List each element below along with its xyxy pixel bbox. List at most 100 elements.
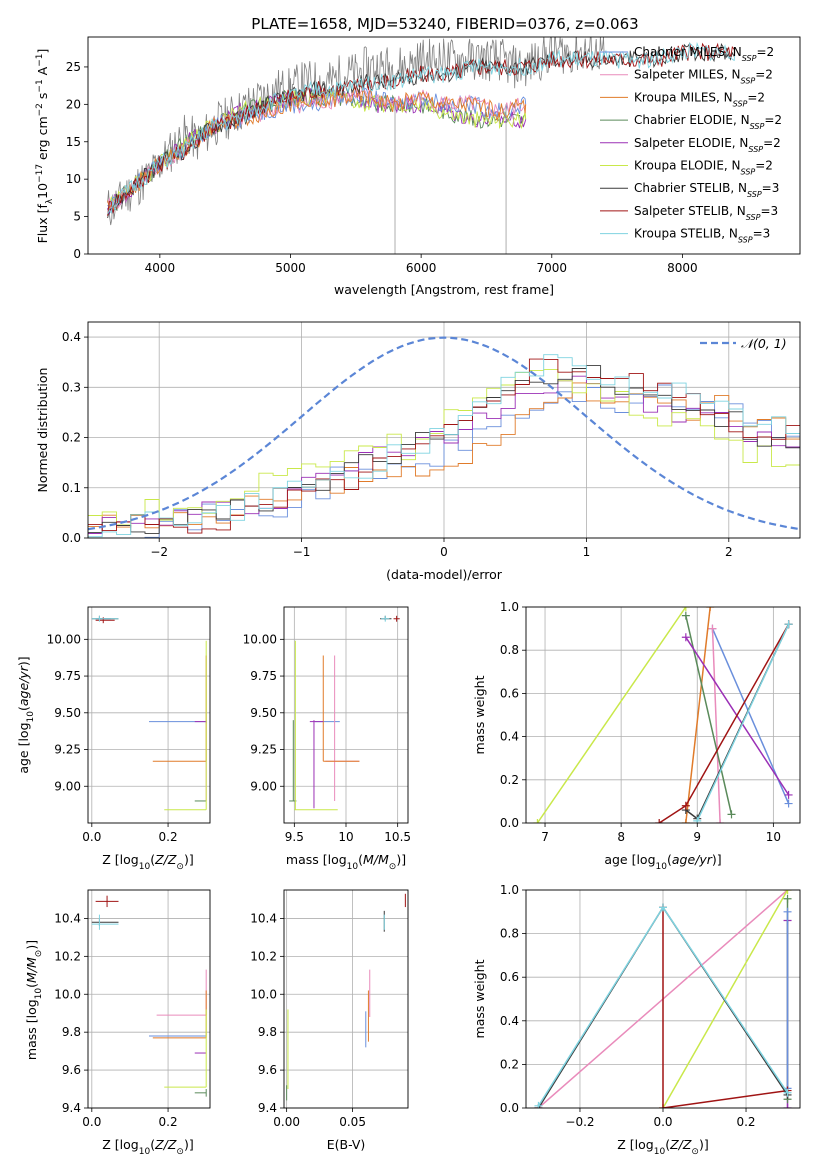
- panels: 4000 5000 6000 7000 80000510152025wavelength…: [16, 36, 801, 1157]
- weight-marker: [681, 819, 690, 823]
- y-tick-label: 9.8: [258, 1025, 277, 1039]
- weight-marker: [681, 633, 690, 642]
- y-tick-label: 9.8: [62, 1025, 81, 1039]
- legend-entry: Chabrier MILES, NSSP=2: [634, 45, 774, 63]
- y-tick-label: 9.4: [258, 1101, 277, 1115]
- x-tick-label: 0.0: [82, 1115, 101, 1129]
- x-tick-label: 9.5: [285, 830, 304, 844]
- legend-entry: Kroupa MILES, NSSP=2: [634, 90, 765, 108]
- axes-frame: [87, 606, 211, 824]
- weight-marker: [784, 620, 793, 629]
- axes-frame: [87, 889, 211, 1109]
- weight-marker: [783, 894, 792, 903]
- y-tick-label: 9.75: [250, 669, 277, 683]
- plot-area: [107, 37, 736, 254]
- axes-frame: [87, 321, 801, 539]
- model-spectrum-line: [107, 88, 527, 212]
- weight-marker: [681, 607, 690, 611]
- gaussian-curve: [88, 336, 800, 531]
- legend-entry: Kroupa STELIB, NSSP=3: [634, 227, 770, 245]
- model-spectrum-line: [107, 41, 736, 214]
- weight-marker: [783, 907, 792, 916]
- weight-marker: [784, 790, 793, 799]
- y-axis-label: age [log10(age/yr)]: [16, 656, 36, 773]
- weight-marker: [716, 819, 725, 823]
- y-tick-label: 0.8: [500, 927, 519, 941]
- y-tick-label: 9.25: [250, 743, 277, 757]
- y-tick-label: 1.0: [500, 883, 519, 897]
- weight-line: [685, 607, 711, 823]
- x-tick-label: 0.2: [159, 830, 178, 844]
- histogram-step-line: [88, 354, 800, 538]
- axes-frame: [283, 606, 409, 824]
- legend-entry: Chabrier ELODIE, NSSP=2: [634, 113, 782, 131]
- axes-frame: [525, 606, 801, 824]
- y-tick-label: 0.0: [500, 1101, 519, 1115]
- histogram-step-line: [88, 382, 800, 529]
- x-tick-label: 0.2: [736, 1115, 755, 1129]
- axes-frame: [283, 889, 409, 1109]
- x-tick-label: 10: [766, 830, 781, 844]
- weight-line: [696, 623, 790, 822]
- weight-marker: [533, 819, 542, 823]
- x-axis-label: wavelength [Angstrom, rest frame]: [334, 282, 554, 297]
- panel-weight-vs-age: 7 8 9 10 0.0 0.2 0.4 0.6 0.8 1.0 mass weight age [l…: [472, 600, 801, 872]
- y-tick-label: 10.2: [250, 949, 277, 963]
- weight-marker: [783, 1104, 792, 1108]
- weight-marker: [659, 1104, 667, 1108]
- weight-marker: [784, 799, 793, 808]
- plot-area: [534, 890, 792, 1108]
- y-tick-label: 0.3: [62, 380, 81, 394]
- y-tick-label: 10: [66, 172, 81, 186]
- weight-marker: [534, 1101, 543, 1108]
- y-tick-label: 0: [73, 247, 81, 261]
- weight-marker: [783, 1088, 792, 1097]
- y-tick-label: 0.1: [62, 481, 81, 495]
- plot-area: [286, 893, 406, 1101]
- x-tick-label: 0.00: [273, 1115, 300, 1129]
- x-tick-label: 0: [440, 545, 448, 559]
- x-tick-label: 9: [693, 830, 701, 844]
- y-tick-label: 0.0: [62, 531, 81, 545]
- x-tick-label: 1: [583, 545, 591, 559]
- panel-mass-vs-EBV: 0.00 0.05 9.4 9.6 9.8 10.0 10.2 10.4 E(B-V): [250, 889, 409, 1152]
- y-tick-label: 1.0: [500, 600, 519, 614]
- y-tick-label: 0.4: [62, 330, 81, 344]
- x-tick-label: 10: [338, 830, 353, 844]
- y-tick-label: 0.2: [500, 773, 519, 787]
- x-axis-label: Z [log10(Z/Z⊙)]: [617, 1137, 708, 1157]
- y-axis-label: Normed distribution: [35, 368, 50, 493]
- y-tick-label: 0.4: [500, 1014, 519, 1028]
- weight-marker: [708, 624, 717, 633]
- x-tick-label: 8: [617, 830, 625, 844]
- x-tick-label: 0.0: [82, 830, 101, 844]
- y-axis-label: mass weight: [472, 675, 487, 754]
- axes-frame: [87, 36, 801, 255]
- legend-entry: Salpeter STELIB, NSSP=3: [634, 204, 778, 222]
- y-tick-label: 9.6: [258, 1063, 277, 1077]
- x-tick-label: 0.05: [339, 1115, 366, 1129]
- plot-area: [289, 615, 400, 811]
- y-tick-label: 0.4: [500, 730, 519, 744]
- y-tick-label: 0.8: [500, 643, 519, 657]
- y-tick-label: 0.0: [500, 816, 519, 830]
- x-tick-label: 8000: [667, 261, 698, 275]
- weight-marker: [693, 816, 702, 823]
- weight-marker: [681, 611, 690, 620]
- weight-marker: [659, 903, 667, 912]
- histogram-step-line: [88, 368, 800, 526]
- panel-age-vs-mass: 9.5 10 10.5 9.00 9.25 9.50 9.75 10.00 mass [log1…: [243, 606, 411, 872]
- y-tick-label: 9.75: [54, 669, 81, 683]
- axes-frame: [525, 889, 801, 1109]
- x-axis-label: Z [log10(Z/Z⊙)]: [102, 852, 193, 872]
- spectrum-legend: Chabrier MILES, NSSP=2 Salpeter MILES, NS…: [600, 45, 782, 244]
- y-axis-label: mass weight: [472, 959, 487, 1038]
- x-axis-label: mass [log10(M/M⊙)]: [286, 852, 406, 872]
- histogram-step-line: [88, 365, 800, 534]
- y-tick-label: 10.4: [250, 911, 277, 925]
- plot-area: [91, 895, 207, 1097]
- x-tick-label: 2: [725, 545, 733, 559]
- y-tick-label: 0.6: [500, 970, 519, 984]
- x-axis-label: (data-model)/error: [386, 567, 503, 582]
- y-tick-label: 0.2: [500, 1057, 519, 1071]
